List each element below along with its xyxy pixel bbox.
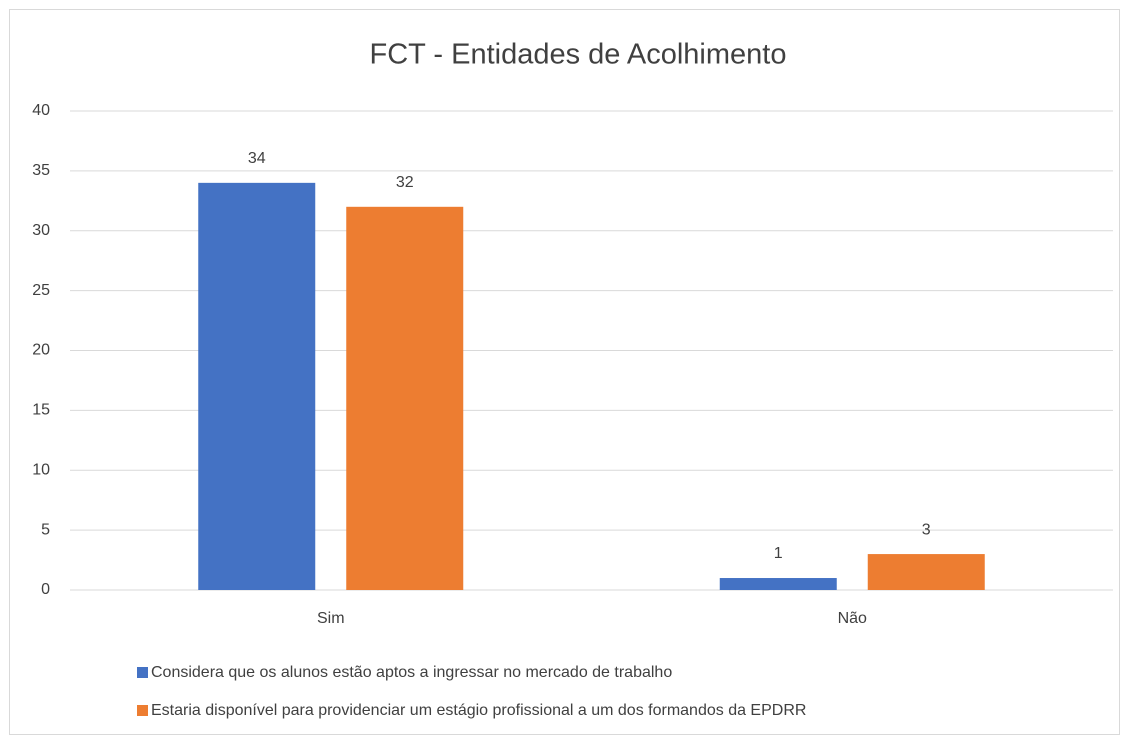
y-tick-label: 25: [32, 282, 50, 299]
y-tick-label: 20: [32, 342, 50, 359]
y-tick-label: 5: [41, 521, 50, 538]
y-tick-label: 15: [32, 402, 50, 419]
data-label: 34: [248, 150, 266, 167]
bar: [346, 206, 464, 591]
bar: [867, 554, 985, 590]
legend-swatch: [137, 667, 148, 678]
chart-border: [9, 9, 1120, 735]
y-tick-label: 10: [32, 461, 50, 478]
data-label: 1: [774, 545, 783, 562]
data-label: 32: [396, 174, 414, 191]
bar: [198, 182, 316, 590]
legend-swatch: [137, 705, 148, 716]
legend-label: Considera que os alunos estão aptos a in…: [151, 664, 672, 681]
y-tick-label: 35: [32, 162, 50, 179]
y-tick-label: 0: [41, 581, 50, 598]
y-tick-label: 40: [32, 102, 50, 119]
x-tick-label: Sim: [317, 610, 345, 627]
chart-title: FCT - Entidades de Acolhimento: [370, 39, 787, 71]
x-tick-label: Não: [838, 610, 867, 627]
bar: [719, 578, 837, 590]
data-label: 3: [922, 521, 931, 538]
y-tick-label: 30: [32, 222, 50, 239]
legend-label: Estaria disponível para providenciar um …: [151, 702, 806, 719]
